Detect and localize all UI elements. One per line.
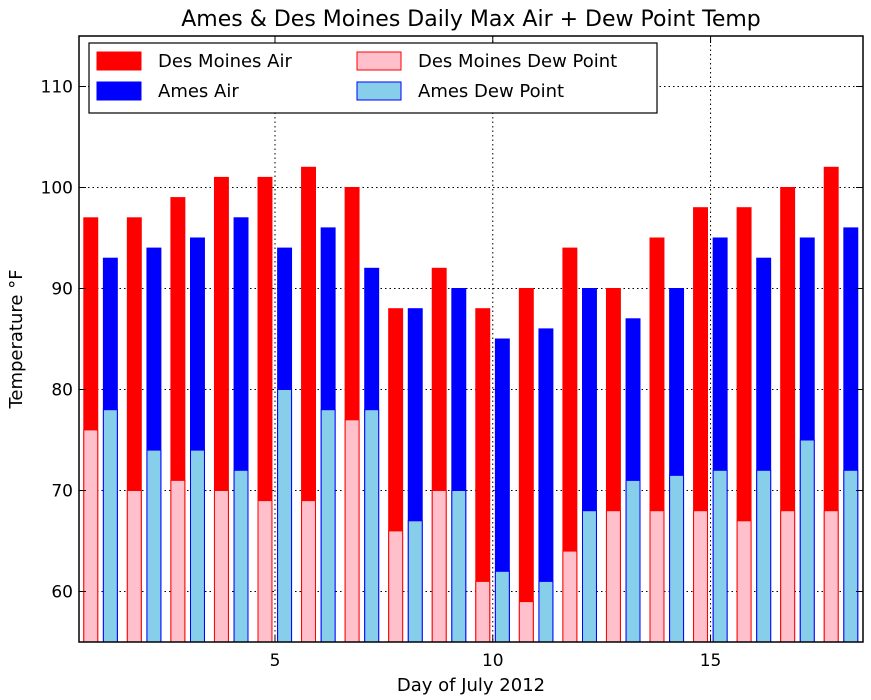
bar-ames-dew-point [712, 469, 728, 643]
legend: Des Moines Air Ames Air Des Moines Dew Poi… [88, 42, 658, 114]
bar-des-moines-dew-point [475, 580, 491, 643]
bar-ames-dew-point [320, 409, 336, 643]
plot-background [79, 36, 863, 642]
bar-ames-dew-point [669, 474, 685, 643]
legend-swatch [96, 81, 142, 101]
bar-des-moines-dew-point [431, 490, 447, 643]
legend-label: Des Moines Dew Point [418, 51, 617, 72]
y-tick-label: 60 [51, 583, 73, 603]
bar-des-moines-dew-point [388, 530, 404, 643]
legend-swatch [96, 51, 142, 71]
bar-des-moines-dew-point [780, 510, 796, 643]
bar-ames-dew-point [407, 520, 423, 643]
bar-des-moines-dew-point [170, 479, 186, 643]
y-tick-label: 90 [51, 280, 73, 300]
bar-ames-dew-point [102, 409, 118, 643]
bar-ames-dew-point [233, 469, 249, 643]
x-tick-label: 5 [270, 651, 281, 671]
bar-ames-dew-point [799, 439, 815, 643]
bar-ames-dew-point [538, 580, 554, 643]
bar-ames-dew-point [146, 449, 162, 643]
bar-des-moines-dew-point [257, 500, 273, 643]
x-tick-label: 15 [700, 651, 722, 671]
x-axis-label: Day of July 2012 [397, 675, 545, 696]
y-tick-label: 70 [51, 482, 73, 502]
legend-label: Des Moines Air [158, 51, 292, 72]
bar-ames-dew-point [582, 510, 597, 643]
plot-area [79, 36, 863, 642]
bar-des-moines-dew-point [736, 520, 752, 643]
bar-des-moines-dew-point [301, 500, 317, 643]
x-tick-label: 10 [482, 651, 504, 671]
bars [83, 166, 859, 643]
bar-des-moines-dew-point [213, 490, 229, 643]
bar-ames-dew-point [843, 469, 859, 643]
bar-des-moines-dew-point [126, 490, 142, 643]
bar-ames-dew-point [277, 389, 293, 643]
bar-ames-dew-point [494, 570, 510, 643]
legend-label: Ames Air [158, 81, 239, 102]
bar-ames-dew-point [625, 479, 641, 643]
bar-des-moines-dew-point [693, 510, 709, 643]
y-tick-label: 80 [51, 381, 73, 401]
bar-des-moines-dew-point [518, 601, 534, 643]
bar-ames-dew-point [451, 490, 467, 643]
y-tick-label: 110 [41, 78, 73, 98]
y-tick-label: 100 [41, 179, 73, 199]
bar-des-moines-dew-point [562, 550, 578, 643]
bar-des-moines-dew-point [649, 510, 665, 643]
bar-ames-dew-point [364, 409, 380, 643]
bar-des-moines-dew-point [83, 429, 99, 643]
bar-des-moines-dew-point [823, 510, 839, 643]
bar-des-moines-air [518, 288, 534, 643]
legend-swatch [356, 81, 402, 101]
bar-des-moines-dew-point [605, 510, 621, 643]
chart-title: Ames & Des Moines Daily Max Air + Dew Po… [181, 7, 761, 32]
plot-frame [78, 35, 864, 643]
y-axis-label: Temperature °F [6, 269, 27, 409]
bar-des-moines-dew-point [344, 419, 360, 643]
bar-ames-dew-point [756, 469, 772, 643]
legend-swatch [356, 51, 402, 71]
bar-ames-dew-point [190, 449, 205, 643]
legend-label: Ames Dew Point [418, 81, 564, 102]
ticks: 5 10 15 60 70 80 90 100 110 [41, 36, 863, 671]
